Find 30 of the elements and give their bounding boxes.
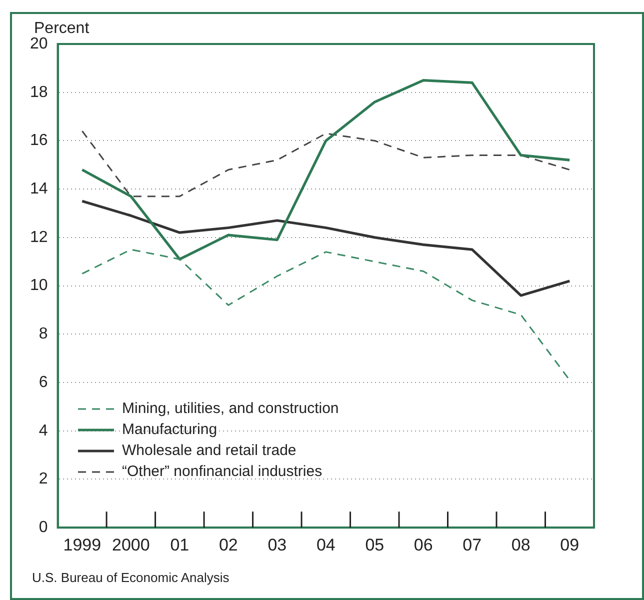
y-tick-label: 10 — [30, 277, 48, 294]
line-series — [81, 130, 570, 198]
x-tick-label: 1999 — [63, 535, 102, 554]
y-tick-label: 4 — [38, 422, 48, 440]
legend-label: Mining, utilities, and construction — [122, 400, 339, 417]
x-tick-label: 05 — [365, 535, 384, 554]
y-tick-label: 14 — [30, 180, 48, 198]
y-tick-label: 16 — [30, 132, 48, 150]
y-tick-label: 20 — [30, 35, 48, 52]
y-tick-label: 18 — [30, 84, 48, 101]
line-series — [81, 248, 570, 381]
y-axis-title: Percent — [34, 20, 90, 37]
x-tick-label: 07 — [462, 535, 482, 554]
x-tick-label: 02 — [218, 535, 238, 554]
x-tick-label: 03 — [268, 535, 287, 554]
legend-label: Manufacturing — [122, 421, 218, 438]
text: U.S. Bureau of Economic Analysis — [32, 570, 230, 585]
x-tick-label: 2000 — [112, 535, 150, 554]
x-tick-label: 08 — [511, 535, 530, 554]
y-tick-label: 12 — [30, 228, 48, 246]
y-tick-label: 2 — [38, 470, 48, 488]
legend-label: Wholesale and retail trade — [122, 442, 296, 459]
y-tick-label: 0 — [38, 519, 48, 536]
y-tick-label: 6 — [38, 374, 48, 391]
y-tick-label: 8 — [38, 326, 48, 343]
legend-label: “Other” nonfinancial industries — [122, 463, 322, 480]
x-tick-label: 06 — [414, 535, 433, 554]
x-tick-label: 01 — [170, 535, 190, 554]
x-tick-label: 04 — [316, 535, 336, 554]
x-tick-label: 09 — [560, 535, 580, 554]
